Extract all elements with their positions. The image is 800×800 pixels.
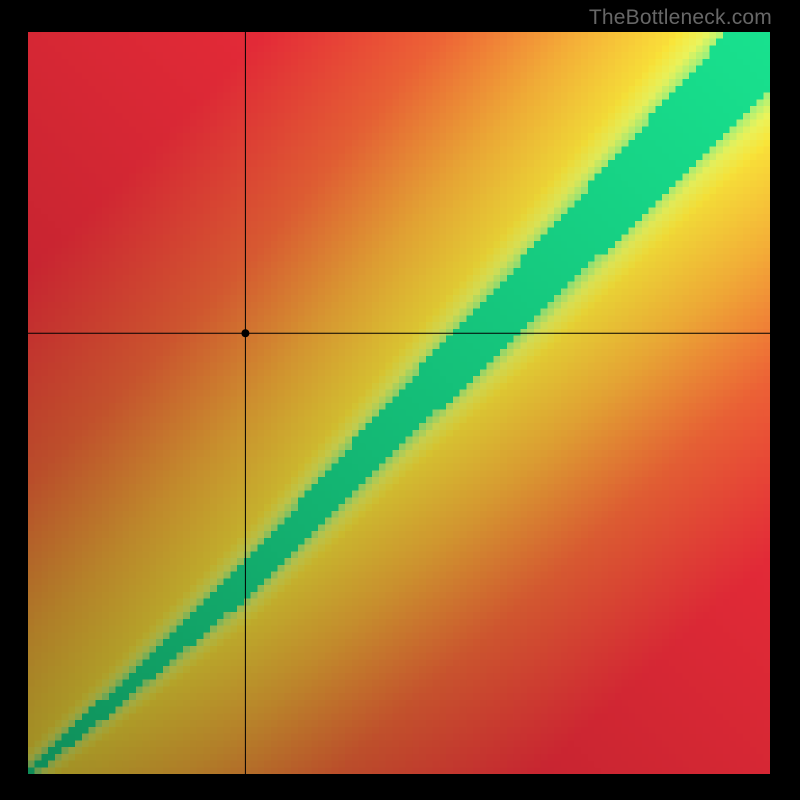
heatmap-chart: [28, 32, 770, 774]
heatmap-canvas: [28, 32, 770, 774]
watermark: TheBottleneck.com: [589, 6, 772, 30]
